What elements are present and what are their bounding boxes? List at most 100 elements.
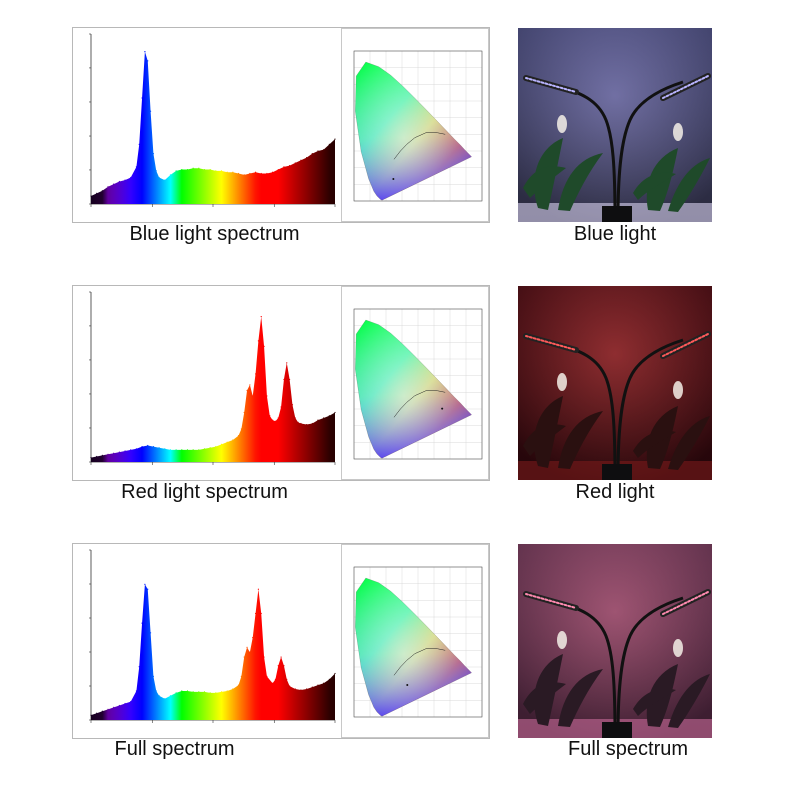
spectrum-panel-blue [72, 27, 490, 223]
data-point [155, 690, 157, 692]
cie-point [406, 684, 409, 686]
data-point [289, 378, 291, 381]
data-point [124, 179, 126, 181]
data-point [257, 340, 259, 342]
data-point [203, 691, 206, 693]
data-point [263, 345, 265, 347]
data-point [124, 450, 126, 452]
plant-leaf [558, 153, 603, 211]
data-point [294, 688, 296, 690]
data-point [215, 692, 217, 694]
spectrum-caption-red: Red light spectrum [121, 481, 288, 503]
lamp-leds-left [525, 593, 577, 609]
data-point [138, 666, 140, 668]
data-point [246, 646, 248, 648]
data-point [90, 195, 92, 197]
data-point [158, 447, 160, 449]
planckian-locus [393, 390, 446, 418]
data-point [286, 362, 288, 364]
data-point [257, 588, 259, 590]
data-point [323, 149, 325, 151]
plant-leaf [558, 411, 603, 469]
data-point [175, 170, 177, 172]
data-point [144, 583, 146, 585]
data-point [158, 695, 160, 697]
data-point [198, 167, 200, 169]
spectrum-area [91, 584, 335, 720]
data-point [220, 691, 223, 693]
data-point [101, 454, 103, 456]
data-point [215, 170, 217, 172]
data-point [135, 690, 137, 692]
data-point [252, 637, 254, 639]
data-point [118, 451, 120, 453]
spectrum-chart-red [89, 291, 336, 465]
photo-caption-red: Red light [575, 481, 655, 503]
plant-leaf [633, 430, 676, 458]
data-point [169, 695, 172, 697]
photo-caption-blue: Blue light [573, 223, 657, 245]
data-point [294, 162, 296, 164]
spectrum-caption-blue: Blue light spectrum [129, 223, 300, 245]
data-point [220, 170, 223, 172]
data-point [243, 656, 245, 658]
data-point [149, 110, 152, 112]
data-point [266, 395, 268, 397]
data-point [300, 422, 302, 425]
data-point [277, 168, 279, 171]
spectrum-panel-red [72, 285, 490, 481]
data-point [90, 714, 92, 716]
cie-gamut-white [355, 319, 472, 459]
data-point [158, 176, 160, 179]
data-point [286, 678, 288, 680]
data-point [107, 708, 109, 710]
data-point [311, 686, 313, 688]
data-point [240, 675, 242, 678]
data-point [277, 665, 279, 667]
lamp-leds-right [662, 75, 709, 99]
data-point [141, 622, 143, 624]
data-point [209, 692, 211, 694]
lamp-clamp [602, 206, 632, 222]
lamp-leds-left [525, 77, 577, 93]
cie-diagram-full [341, 544, 489, 738]
plant-flower [557, 373, 567, 391]
data-point [152, 445, 155, 448]
lamp-clamp [602, 464, 632, 480]
data-point [130, 449, 132, 451]
data-point [311, 153, 313, 155]
data-point [240, 428, 242, 430]
plant-leaf [668, 674, 710, 728]
data-point [243, 411, 245, 414]
data-point [198, 691, 200, 693]
data-point [300, 689, 302, 691]
data-point [198, 449, 200, 451]
data-point [246, 389, 248, 392]
data-point [254, 373, 257, 375]
data-point [280, 656, 282, 658]
cie-diagram-blue [341, 28, 489, 222]
data-point [328, 143, 330, 145]
data-point [328, 678, 330, 680]
data-point [113, 452, 115, 454]
data-point [107, 186, 109, 188]
data-point [289, 164, 291, 167]
data-point [271, 682, 274, 684]
data-point [271, 171, 274, 173]
data-point [306, 423, 308, 426]
data-point [317, 419, 319, 421]
data-point [283, 378, 285, 381]
data-point [283, 665, 285, 667]
spectrum-area [91, 51, 335, 205]
cie-point [392, 178, 395, 180]
cie-frame [353, 308, 483, 460]
data-point [269, 415, 271, 417]
data-point [283, 166, 285, 168]
data-point [118, 704, 120, 707]
spectrum-caption-full: Full spectrum [114, 738, 235, 760]
cie-gamut-white [355, 61, 472, 201]
data-point [181, 168, 183, 171]
data-point [271, 419, 274, 421]
data-point [334, 672, 336, 675]
data-point [243, 174, 245, 176]
